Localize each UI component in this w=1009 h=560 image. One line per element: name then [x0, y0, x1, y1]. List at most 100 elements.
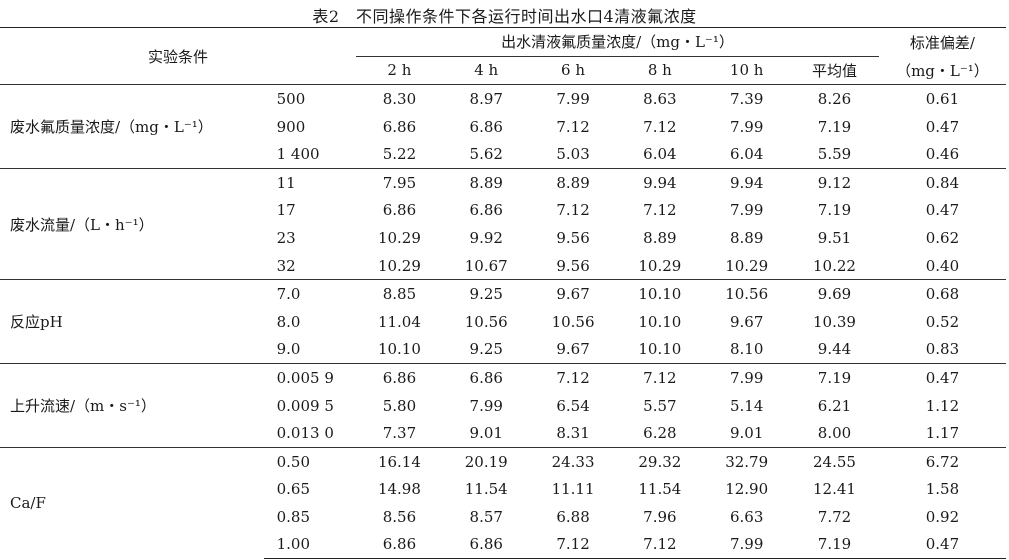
condition-level: 7.0 — [263, 279, 357, 308]
concentration-cell: 8.89 — [442, 167, 530, 197]
condition-level: 0.013 0 — [276, 424, 334, 443]
condition-level: 900 — [276, 117, 306, 136]
table-row: 1 400 5.22 5.62 5.03 6.04 6.04 5.59 0.46 — [0, 140, 1006, 168]
average-cell: 7.19 — [817, 117, 852, 136]
concentration-cell: 7.12 — [643, 201, 677, 220]
table-row: 废水氟质量浓度/（mg・L⁻¹） 500 8.30 8.97 7.99 8.63 7.39 8… — [0, 84, 1006, 169]
average-cell: 12.41 — [813, 480, 856, 499]
std-dev-cell: 0.84 — [878, 167, 1006, 197]
concentration-cell: 7.99 — [729, 201, 764, 220]
concentration-cell: 9.25 — [469, 340, 503, 359]
concentration-cell: 6.04 — [729, 145, 764, 164]
concentration-cell: 8.63 — [616, 84, 704, 113]
concentration-cell: 10.56 — [464, 312, 508, 331]
concentration-cell: 9.92 — [469, 228, 503, 247]
average-cell: 9.12 — [790, 167, 879, 197]
table-row: 0.85 8.56 8.57 6.88 7.96 6.63 7.72 0.92 — [0, 503, 1006, 531]
concentration-cell: 6.86 — [356, 530, 443, 560]
concentration-cell: 9.25 — [442, 279, 530, 308]
std-dev-cell: 0.46 — [925, 145, 960, 164]
header-sd-line2: （mg・L⁻¹） — [896, 61, 989, 80]
concentration-cell: 10.29 — [725, 256, 769, 275]
concentration-cell: 6.86 — [469, 201, 503, 220]
condition-level: 8.0 — [276, 312, 301, 331]
concentration-cell: 7.37 — [382, 424, 417, 443]
table-row: Ca/F 0.50 16.14 20.19 24.33 29.32 32.79 24.55 6.… — [0, 446, 1006, 559]
std-dev-cell: 0.52 — [925, 312, 960, 331]
table-row: 23 10.29 9.92 9.56 8.89 8.89 9.51 0.62 — [0, 224, 1006, 252]
table-header: 实验条件 出水清液氟质量浓度/（mg・L⁻¹） 标准偏差/ 2 h 4 h 6 … — [0, 26, 1006, 85]
concentration-cell: 8.30 — [356, 84, 443, 113]
header-time: 4 h — [442, 55, 530, 85]
header-condition: 实验条件 — [0, 26, 357, 85]
table-row: 8.0 11.04 10.56 10.56 10.10 9.67 10.39 0.52 — [0, 308, 1006, 336]
average-cell: 7.72 — [817, 507, 852, 526]
std-dev-cell: 1.58 — [925, 480, 960, 499]
condition-level: 1.00 — [263, 530, 357, 560]
concentration-cell: 29.32 — [616, 446, 704, 476]
concentration-cell: 5.57 — [643, 396, 677, 415]
table-row: 0.009 5 5.80 7.99 6.54 5.57 5.14 6.21 1.12 — [0, 392, 1006, 420]
concentration-cell: 11.04 — [377, 312, 421, 331]
concentration-cell: 12.90 — [725, 480, 769, 499]
fluoride-table: 实验条件 出水清液氟质量浓度/（mg・L⁻¹） 标准偏差/ 2 h 4 h 6 … — [0, 26, 1006, 560]
concentration-cell: 6.86 — [442, 530, 530, 560]
concentration-cell: 24.33 — [529, 446, 617, 476]
concentration-cell: 10.56 — [551, 312, 595, 331]
concentration-cell: 6.88 — [556, 507, 590, 526]
table-row: 9.0 10.10 9.25 9.67 10.10 8.10 9.44 0.83 — [0, 336, 1006, 364]
concentration-cell: 6.04 — [643, 145, 677, 164]
table-row: 反应pH 7.0 8.85 9.25 9.67 10.10 10.56 9.69 0.68 — [0, 279, 1006, 364]
concentration-cell: 5.80 — [382, 396, 417, 415]
average-cell: 9.51 — [817, 228, 852, 247]
std-dev-cell: 0.92 — [925, 507, 960, 526]
header-time: 8 h — [616, 55, 704, 85]
concentration-cell: 7.99 — [469, 396, 503, 415]
std-dev-cell: 0.68 — [878, 279, 1006, 308]
std-dev-cell: 0.83 — [925, 340, 960, 359]
concentration-cell: 5.62 — [469, 145, 503, 164]
concentration-cell: 6.86 — [356, 363, 443, 392]
concentration-cell: 9.56 — [556, 256, 590, 275]
concentration-cell: 6.86 — [469, 117, 503, 136]
average-cell: 5.59 — [817, 145, 852, 164]
concentration-cell: 7.12 — [616, 363, 704, 392]
table-caption: 表2 不同操作条件下各运行时间出水口4清液氟浓度 — [312, 7, 697, 26]
concentration-cell: 10.10 — [616, 279, 704, 308]
condition-level: 0.009 5 — [276, 396, 334, 415]
condition-level: 0.005 9 — [263, 363, 357, 392]
concentration-cell: 6.54 — [556, 396, 590, 415]
std-dev-cell: 0.40 — [925, 256, 960, 275]
header-sd-line1: 标准偏差/ — [878, 27, 1006, 57]
condition-label: 废水流量/（L・h⁻¹） — [0, 167, 264, 280]
concentration-cell: 5.14 — [729, 396, 764, 415]
concentration-cell: 7.99 — [729, 117, 764, 136]
concentration-cell: 5.03 — [556, 145, 590, 164]
concentration-cell: 10.29 — [377, 228, 421, 247]
concentration-cell: 7.12 — [529, 530, 617, 560]
condition-level: 11 — [263, 167, 357, 197]
concentration-cell: 9.01 — [469, 424, 503, 443]
average-cell: 8.00 — [817, 424, 852, 443]
concentration-cell: 9.94 — [703, 167, 791, 197]
concentration-cell: 10.29 — [377, 256, 421, 275]
concentration-cell: 11.54 — [638, 480, 682, 499]
average-cell: 7.19 — [790, 530, 879, 560]
concentration-cell: 7.12 — [556, 117, 590, 136]
concentration-cell: 9.67 — [529, 279, 617, 308]
condition-level: 17 — [276, 201, 296, 220]
table-row: 废水流量/（L・h⁻¹） 11 7.95 8.89 8.89 9.94 9.94 9.12 0.… — [0, 167, 1006, 280]
concentration-cell: 20.19 — [442, 446, 530, 476]
condition-label: 反应pH — [0, 279, 264, 364]
concentration-cell: 10.10 — [638, 340, 682, 359]
table-row: 0.013 0 7.37 9.01 8.31 6.28 9.01 8.00 1.17 — [0, 419, 1006, 447]
average-cell: 8.26 — [790, 84, 879, 113]
table-row: 32 10.29 10.67 9.56 10.29 10.29 10.22 0.40 — [0, 252, 1006, 280]
concentration-cell: 7.99 — [703, 530, 791, 560]
condition-level: 0.50 — [263, 446, 357, 476]
average-cell: 10.22 — [813, 256, 856, 275]
concentration-cell: 8.85 — [356, 279, 443, 308]
average-cell: 9.44 — [817, 340, 852, 359]
condition-level: 32 — [276, 256, 296, 275]
std-dev-cell: 0.47 — [878, 530, 1006, 560]
